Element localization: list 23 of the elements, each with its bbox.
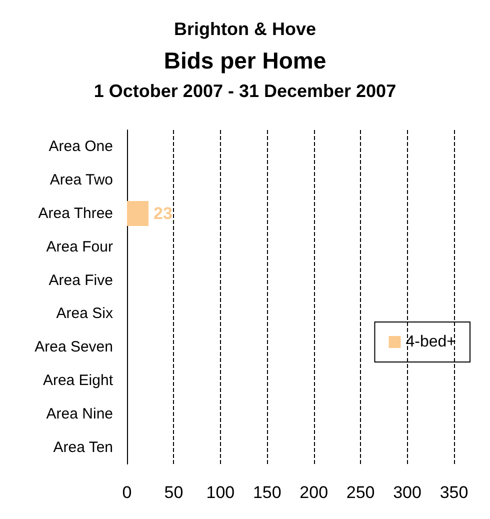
x-tick-label: 150: [252, 483, 282, 502]
text: Brighton & Hove: [174, 19, 316, 39]
y-tick-label: Area Five: [48, 272, 113, 289]
x-tick-label: 200: [300, 483, 328, 502]
y-tick-label: Area Two: [50, 172, 113, 189]
data-label: 23: [153, 204, 172, 223]
x-tick-label: 350: [440, 483, 468, 502]
x-tick-label: 50: [164, 483, 184, 502]
y-tick-label: Area Eight: [42, 372, 114, 389]
chart-title: Bids per Home: [164, 48, 326, 74]
x-tick-label: 100: [206, 483, 235, 502]
y-tick-label: Area One: [48, 138, 113, 156]
x-tick-label: 250: [346, 483, 375, 502]
chart-subtitle: 1 October 2007 - 31 December 2007: [94, 81, 396, 101]
y-tick-label: Area Four: [46, 238, 113, 256]
x-tick-label: 0: [122, 483, 132, 502]
x-tick-label: 300: [393, 483, 422, 502]
y-tick-label: Area Nine: [46, 405, 113, 422]
legend-label: 4-bed+: [406, 334, 456, 350]
y-tick-label: Area Seven: [34, 338, 113, 356]
y-tick-label: Area Ten: [53, 438, 113, 456]
y-tick-label: Area Six: [56, 305, 114, 322]
y-tick-label: Area Three: [38, 205, 113, 222]
